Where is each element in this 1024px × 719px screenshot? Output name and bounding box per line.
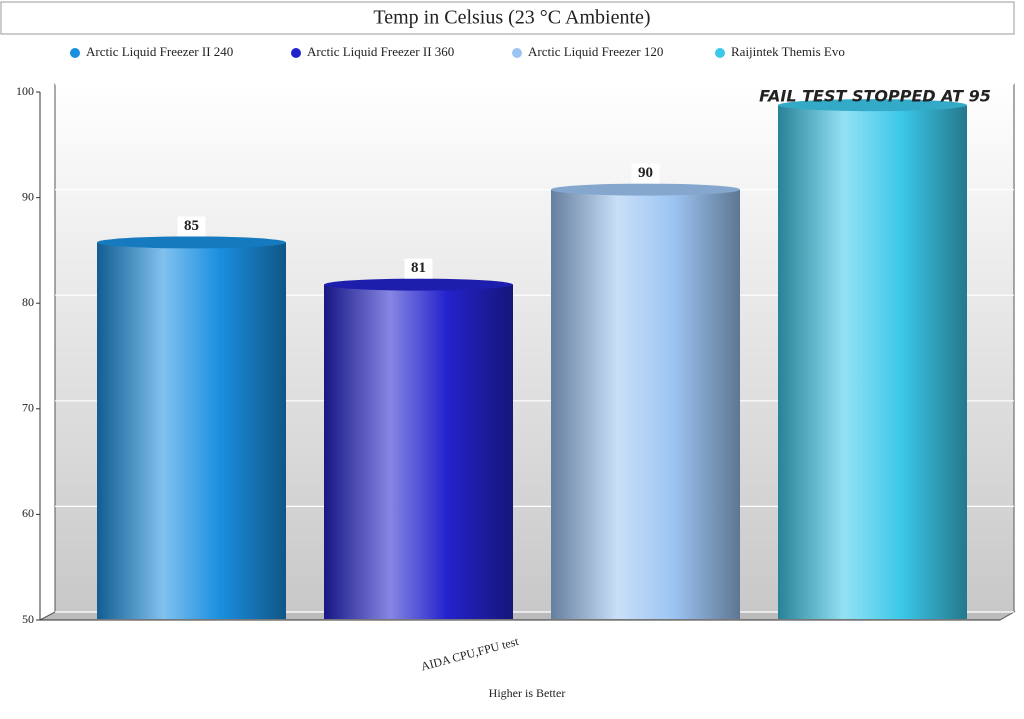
legend-marker <box>291 48 301 58</box>
legend-marker <box>512 48 522 58</box>
legend-marker <box>715 48 725 58</box>
y-tick-label: 50 <box>22 612 34 626</box>
value-label-box <box>177 216 206 237</box>
bar <box>97 242 286 619</box>
bar <box>551 189 740 619</box>
legend-label: Arctic Liquid Freezer II 360 <box>307 44 454 59</box>
x-axis-title: Higher is Better <box>489 686 566 700</box>
bar-top <box>97 236 286 249</box>
legend-label: Arctic Liquid Freezer II 240 <box>86 44 233 59</box>
bar-top <box>551 183 740 196</box>
y-tick-label: 100 <box>16 84 34 98</box>
legend-label: Arctic Liquid Freezer 120 <box>528 44 663 59</box>
title-box <box>0 1 1015 35</box>
bars: 85 81 90 <box>97 99 967 620</box>
bar <box>324 284 513 619</box>
y-tick-label: 90 <box>22 189 34 203</box>
value-label: 81 <box>411 260 426 276</box>
legend-label: Raijintek Themis Evo <box>731 44 845 59</box>
bar-top <box>324 278 513 291</box>
y-tick-label: 70 <box>22 401 34 415</box>
value-label-box <box>404 258 433 279</box>
x-tick-label: AIDA CPU,FPU test <box>419 634 520 674</box>
legend-marker <box>70 48 80 58</box>
y-tick-label: 80 <box>22 295 34 309</box>
value-label-box <box>631 163 660 184</box>
value-label: 85 <box>184 218 199 234</box>
bar-top <box>778 99 967 112</box>
chart-title: Temp in Celsius (23 °C Ambiente) <box>373 7 650 29</box>
y-tick-label: 60 <box>22 506 34 520</box>
annotation: FAIL TEST STOPPED AT 95 <box>759 87 991 106</box>
bar <box>778 105 967 620</box>
value-label: 90 <box>638 165 653 181</box>
